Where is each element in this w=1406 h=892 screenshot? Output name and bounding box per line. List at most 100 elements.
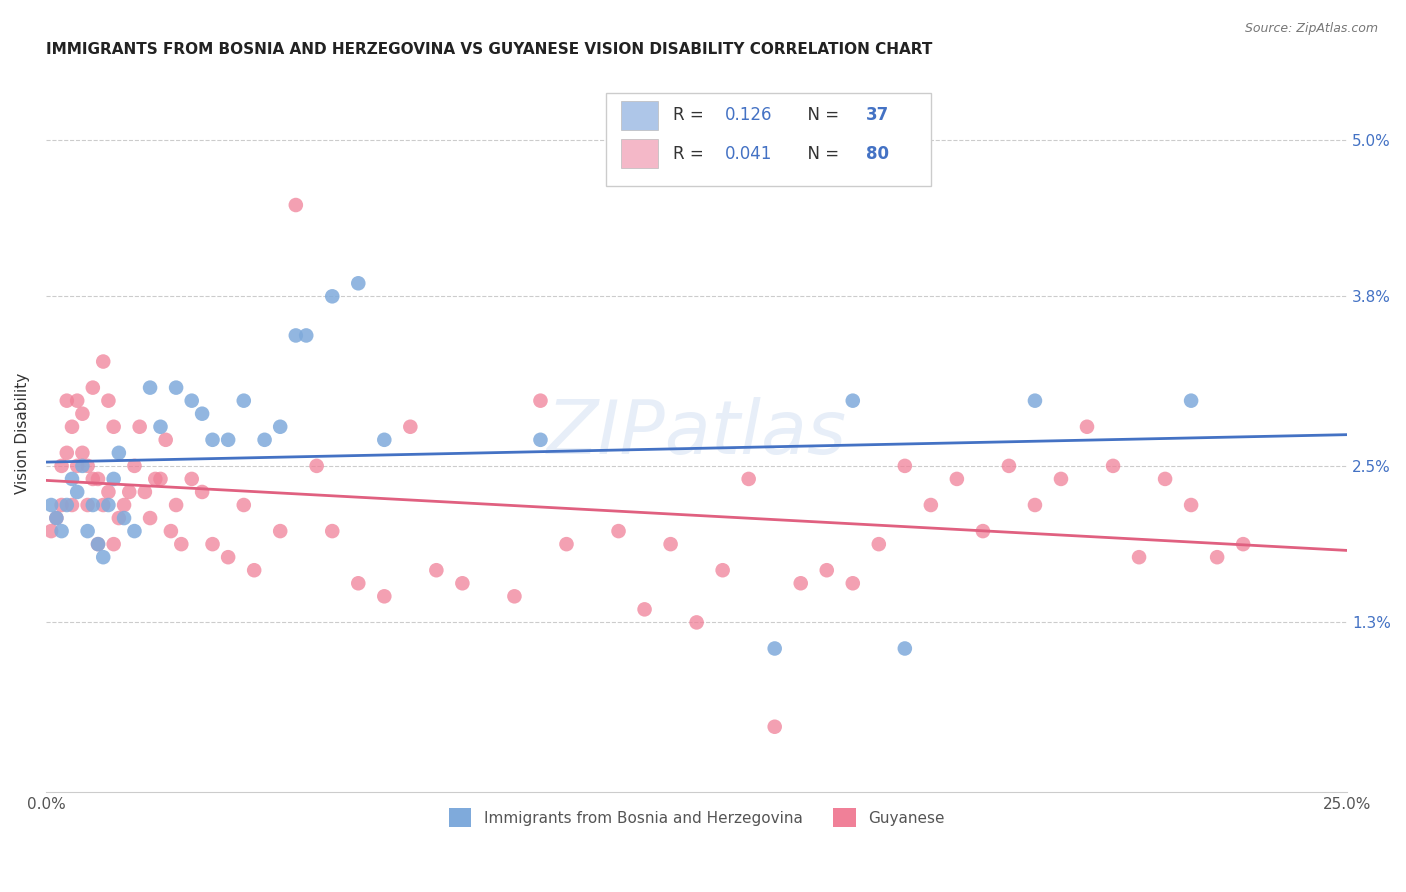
Point xyxy=(72,446,94,460)
Point xyxy=(72,407,94,421)
Point xyxy=(134,485,156,500)
Point xyxy=(76,524,98,538)
Point xyxy=(97,498,120,512)
Point xyxy=(373,590,395,604)
Point xyxy=(529,393,551,408)
Point xyxy=(45,511,67,525)
Point xyxy=(143,472,166,486)
Point xyxy=(894,641,917,656)
Point xyxy=(139,511,162,525)
Point xyxy=(321,289,343,303)
Text: 0.126: 0.126 xyxy=(725,106,773,125)
Point xyxy=(51,498,73,512)
Point xyxy=(82,472,104,486)
Point xyxy=(97,485,120,500)
Point xyxy=(76,458,98,473)
Point xyxy=(305,458,328,473)
Point xyxy=(1076,419,1098,434)
Point xyxy=(87,537,110,551)
Point xyxy=(160,524,183,538)
Point xyxy=(103,472,125,486)
Point xyxy=(118,485,141,500)
Point xyxy=(555,537,578,551)
Point xyxy=(633,602,655,616)
Text: 0.041: 0.041 xyxy=(725,145,773,162)
Point xyxy=(66,485,89,500)
Point xyxy=(149,419,172,434)
Point xyxy=(868,537,890,551)
Point xyxy=(170,537,193,551)
Point xyxy=(201,433,224,447)
Point xyxy=(149,472,172,486)
Y-axis label: Vision Disability: Vision Disability xyxy=(15,373,30,494)
Point xyxy=(1180,393,1202,408)
Point xyxy=(425,563,447,577)
Point xyxy=(503,590,526,604)
Point xyxy=(737,472,759,486)
Point xyxy=(1232,537,1254,551)
Point xyxy=(217,550,239,565)
Point xyxy=(108,511,131,525)
Point xyxy=(180,393,202,408)
Point xyxy=(842,576,865,591)
Point xyxy=(269,524,291,538)
Point xyxy=(842,393,865,408)
Point xyxy=(128,419,150,434)
Point xyxy=(790,576,813,591)
Point xyxy=(51,458,73,473)
FancyBboxPatch shape xyxy=(606,93,931,186)
Text: ZIPatlas: ZIPatlas xyxy=(547,397,846,469)
Point xyxy=(39,498,62,512)
Legend: Immigrants from Bosnia and Herzegovina, Guyanese: Immigrants from Bosnia and Herzegovina, … xyxy=(441,801,952,835)
Point xyxy=(56,393,79,408)
Point xyxy=(124,458,146,473)
Point xyxy=(243,563,266,577)
Point xyxy=(66,393,89,408)
Point xyxy=(155,433,177,447)
Point xyxy=(1024,393,1046,408)
Point xyxy=(399,419,422,434)
Point xyxy=(815,563,838,577)
Point xyxy=(60,419,83,434)
Point xyxy=(232,393,254,408)
Point xyxy=(347,277,370,291)
Point xyxy=(321,524,343,538)
Point xyxy=(1050,472,1073,486)
Text: 80: 80 xyxy=(866,145,889,162)
Point xyxy=(60,498,83,512)
Text: N =: N = xyxy=(797,145,844,162)
Point xyxy=(112,498,135,512)
FancyBboxPatch shape xyxy=(621,101,658,130)
Point xyxy=(165,498,187,512)
Point xyxy=(607,524,630,538)
Point xyxy=(56,498,79,512)
Point xyxy=(972,524,994,538)
Text: R =: R = xyxy=(673,145,709,162)
Text: N =: N = xyxy=(797,106,844,125)
Point xyxy=(1024,498,1046,512)
Point xyxy=(1206,550,1229,565)
Text: 37: 37 xyxy=(866,106,889,125)
Point xyxy=(659,537,682,551)
Point xyxy=(45,511,67,525)
Point xyxy=(763,720,786,734)
Point xyxy=(711,563,734,577)
Point xyxy=(232,498,254,512)
Point xyxy=(76,498,98,512)
Point xyxy=(1128,550,1150,565)
Point xyxy=(269,419,291,434)
Point xyxy=(72,458,94,473)
Point xyxy=(685,615,707,630)
Point xyxy=(373,433,395,447)
Point xyxy=(82,498,104,512)
Point xyxy=(97,393,120,408)
Point xyxy=(946,472,969,486)
Point xyxy=(284,328,307,343)
Point xyxy=(39,524,62,538)
Point xyxy=(165,381,187,395)
Point xyxy=(91,354,114,368)
Point xyxy=(139,381,162,395)
Point xyxy=(103,419,125,434)
Point xyxy=(253,433,276,447)
Point xyxy=(920,498,942,512)
